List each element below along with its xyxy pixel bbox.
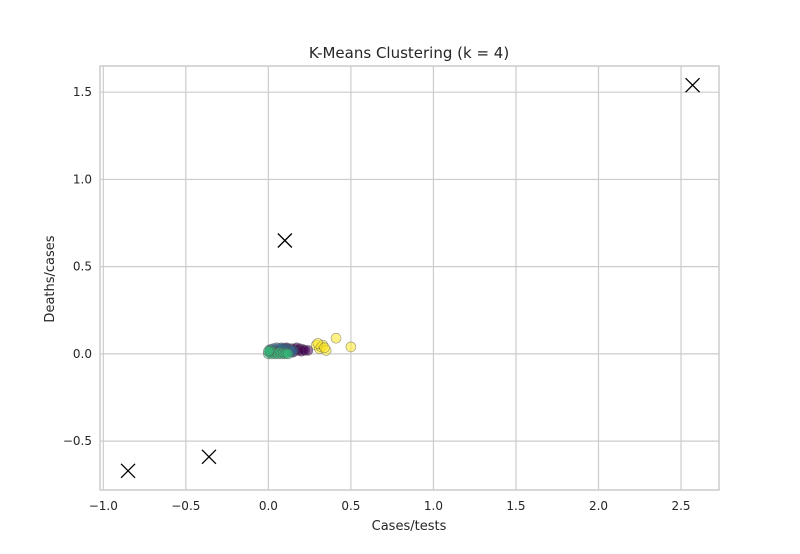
y-tick-label: 0.5 [73,260,92,274]
chart-title: K-Means Clustering (k = 4) [309,44,509,62]
x-tick-label: 0.0 [259,499,278,513]
centroid-marker [685,77,701,93]
centroid-marker [120,463,136,479]
centroid-marker [277,233,293,248]
y-tick-label: −0.5 [63,434,92,448]
y-axis-label: Deaths/cases [43,235,58,322]
x-tick-label: −0.5 [171,499,200,513]
x-tick-label: −1.0 [89,499,118,513]
cluster-point [330,332,342,344]
cluster-point [302,345,314,356]
cluster-point [345,341,357,353]
x-tick-label: 1.0 [424,499,443,513]
centroid-layer [120,77,701,479]
x-axis-label: Cases/tests [372,519,447,534]
cluster-point [263,345,274,357]
x-tick-label: 0.5 [341,499,360,513]
y-tick-label: 0.0 [73,347,92,361]
points-layer [263,332,357,360]
axes-layer: −1.0 −0.5 0.0 0.5 1.0 1.5 2.0 2.5 −0.5 0.0 0.5 1.0 1… [63,65,720,513]
x-tick-label: 2.5 [671,499,690,513]
plot-frame [99,65,720,491]
centroid-marker [201,449,217,465]
x-tick-label: 2.0 [589,499,608,513]
x-tick-label: 1.5 [506,499,525,513]
y-tick-label: 1.5 [73,85,92,99]
cluster-point [319,342,330,354]
y-tick-label: 1.0 [73,172,92,186]
cluster-point [282,348,294,360]
grid-layer [100,66,719,490]
